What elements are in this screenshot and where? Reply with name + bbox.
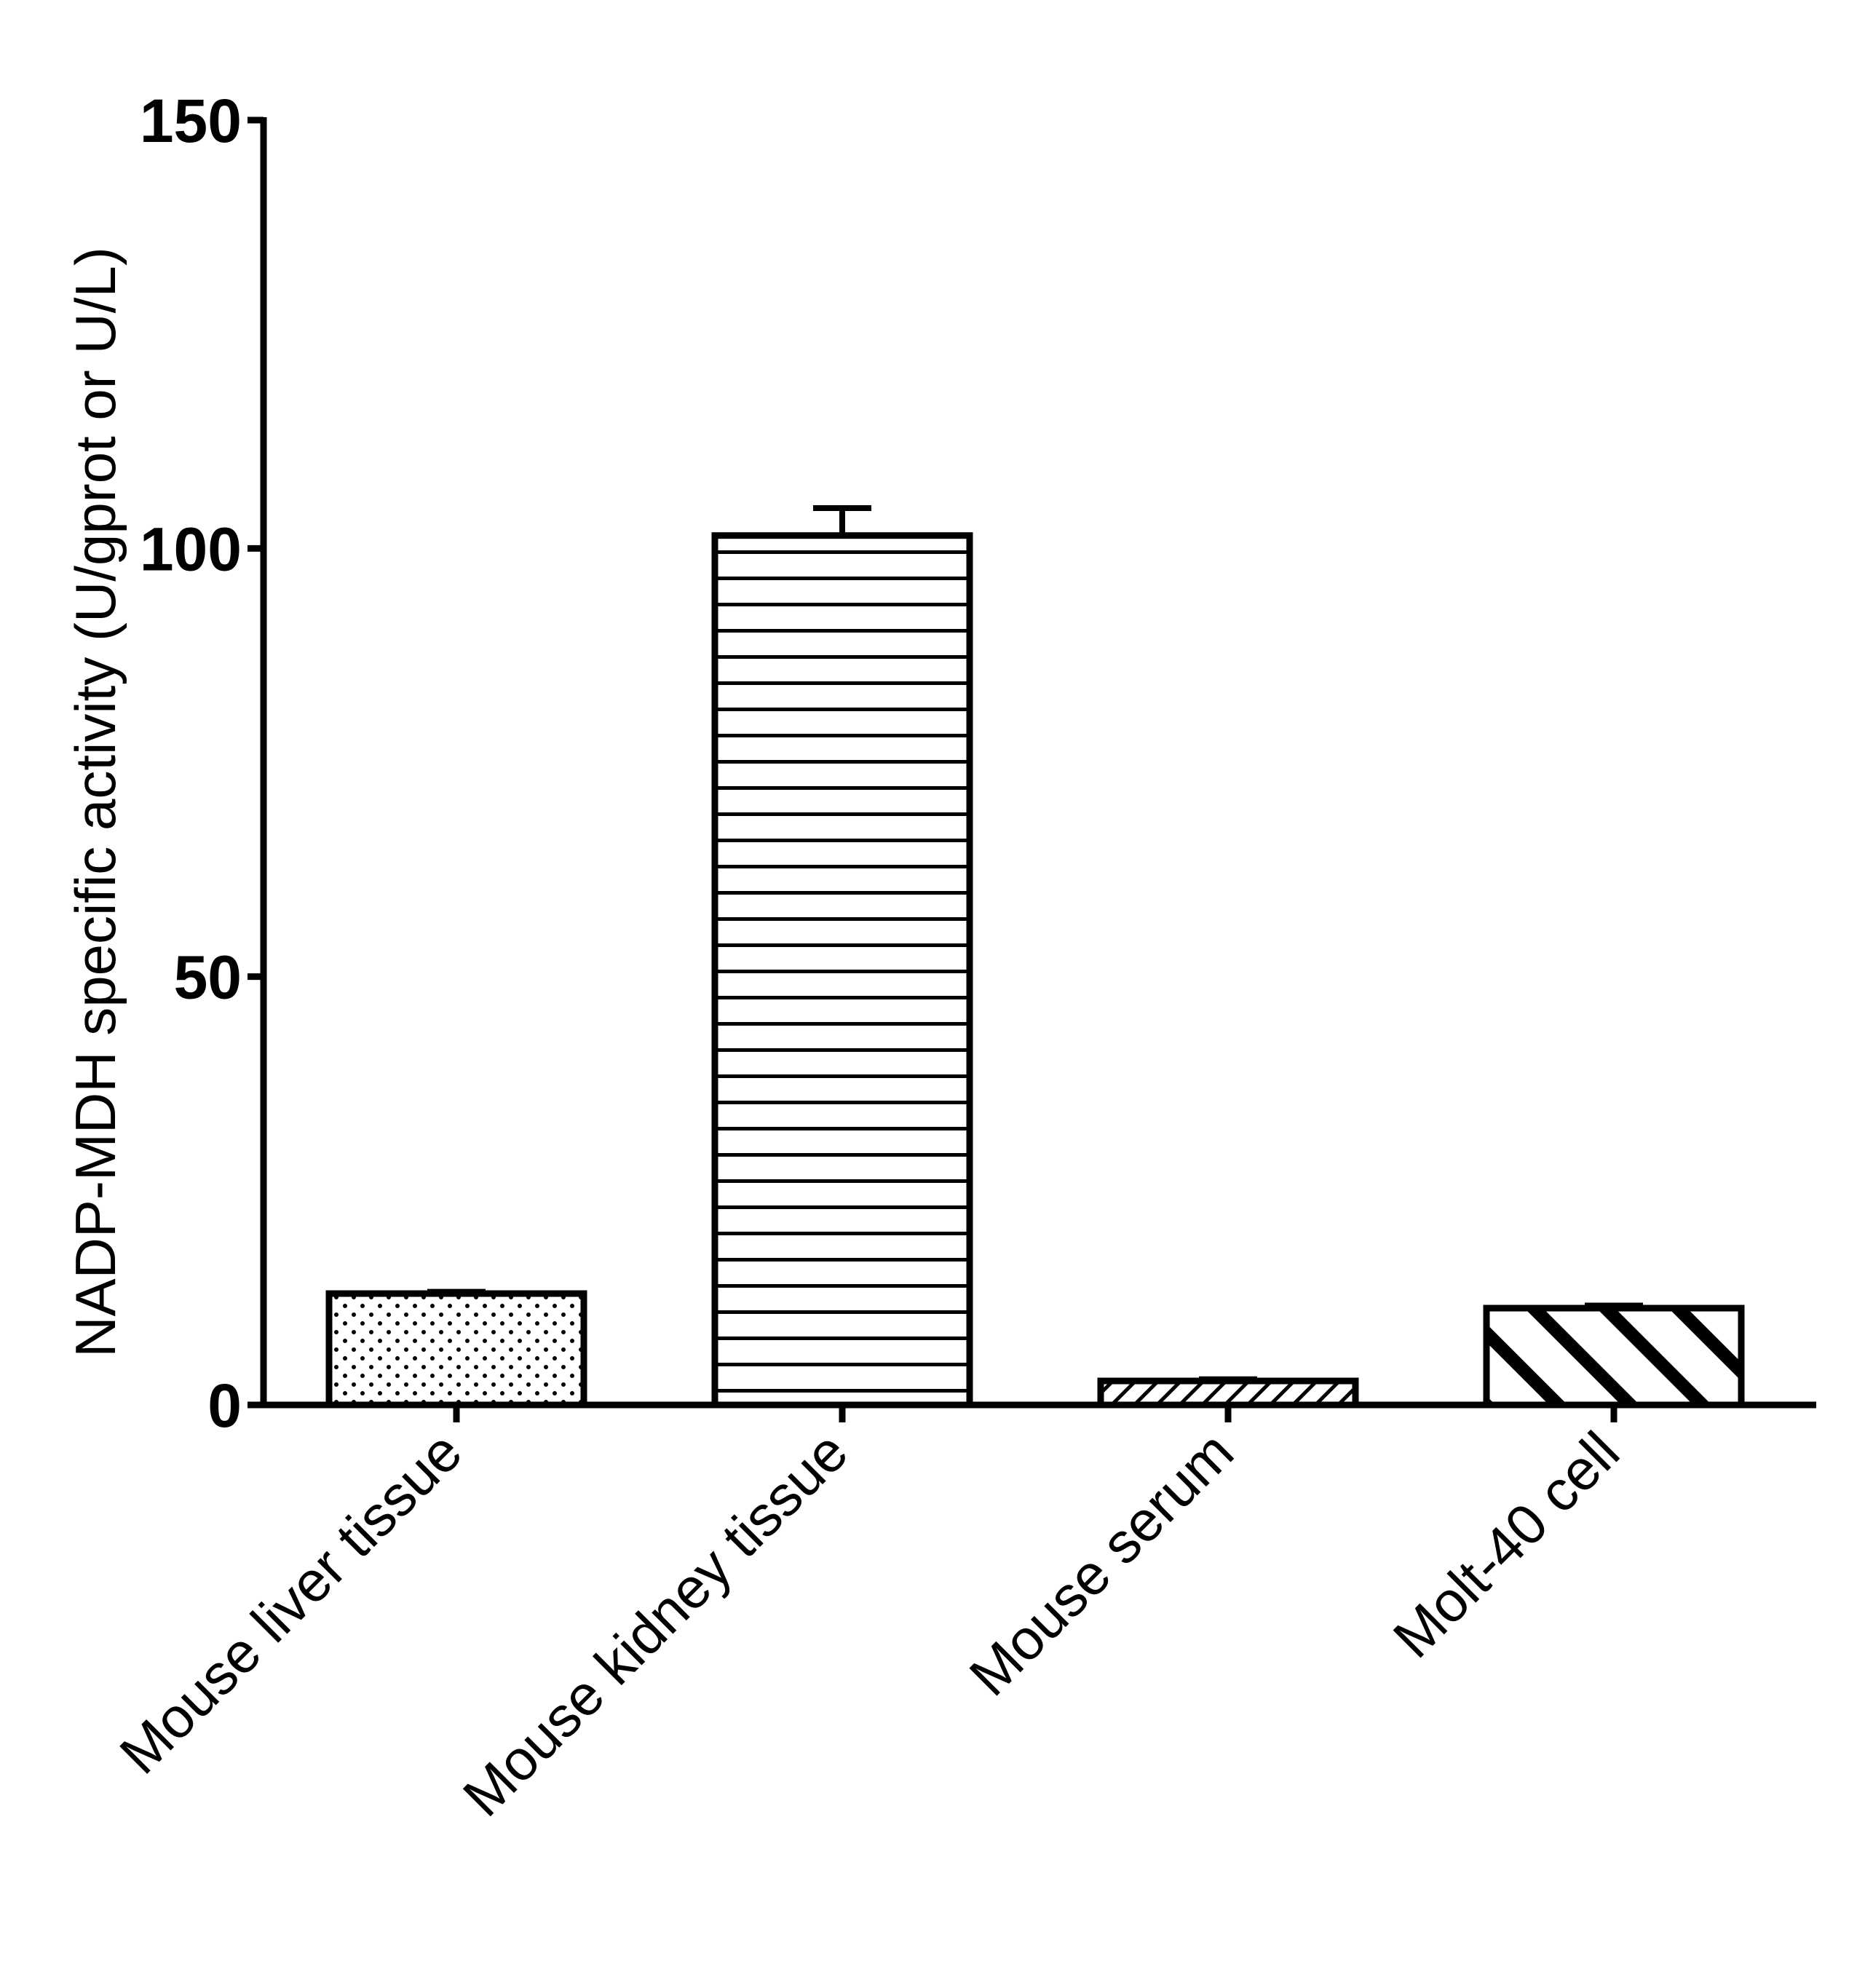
- bar: [325, 1290, 587, 1409]
- y-tick-label: 50: [174, 943, 242, 1012]
- axes: [248, 116, 1816, 1422]
- x-tick-label: Mouse kidney tissue: [451, 1419, 860, 1829]
- y-tick-label: 0: [207, 1371, 242, 1440]
- x-tick-label: Mouse liver tissue: [107, 1419, 474, 1786]
- bar: [711, 532, 973, 1409]
- bars-group: [325, 505, 1745, 1409]
- x-tick-label: Molt-40 cell: [1381, 1419, 1631, 1670]
- x-tick-label: Mouse serum: [957, 1419, 1246, 1708]
- bar: [1097, 1377, 1359, 1409]
- bar: [1483, 1304, 1745, 1409]
- y-tick-label: 150: [140, 87, 242, 155]
- y-axis-title: NADP-MDH specific activity (U/gprot or U…: [63, 247, 127, 1358]
- y-tick-label: 100: [140, 515, 242, 583]
